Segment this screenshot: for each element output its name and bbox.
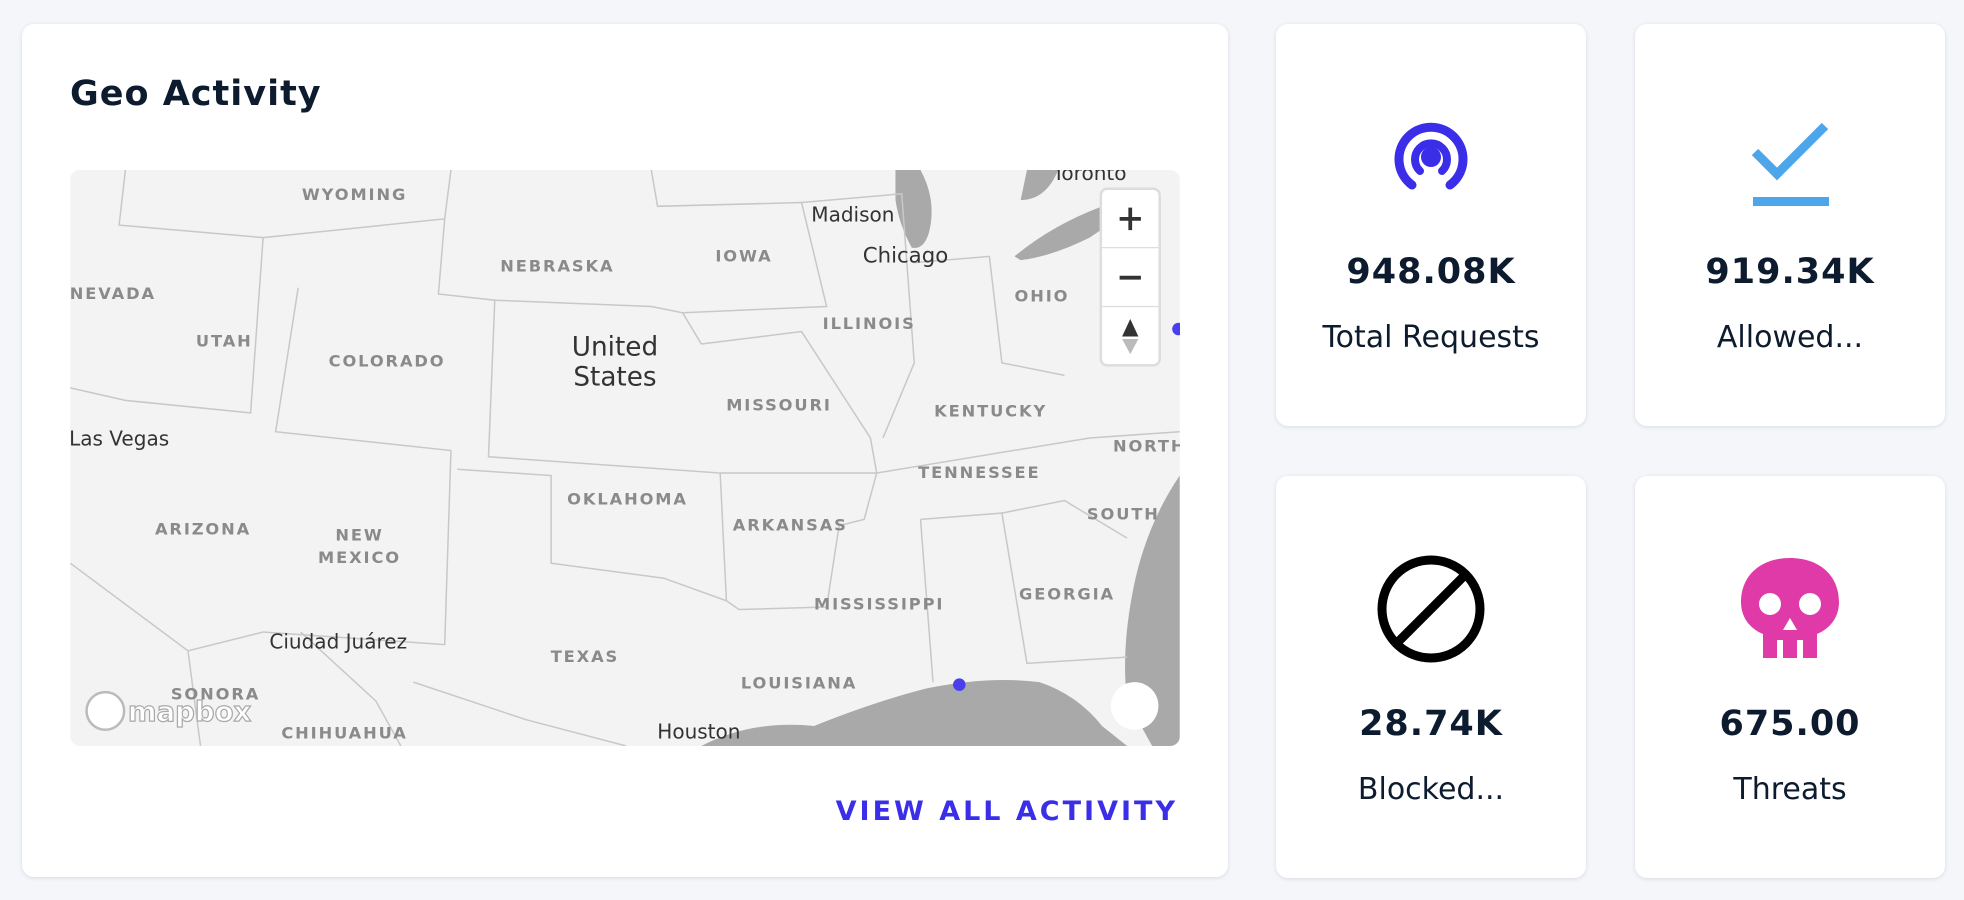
stat-value: 28.74K [1359, 704, 1503, 744]
map-label: United [572, 332, 658, 362]
map-label: SONORA [171, 685, 260, 704]
map-label: WYOMING [302, 185, 407, 204]
stat-value: 919.34K [1705, 252, 1875, 292]
map[interactable]: WYOMING NEBRASKA IOWA Madison Chicago To… [70, 170, 1180, 746]
stat-card: 675.00 Threats [1635, 476, 1945, 878]
map-land [70, 170, 1180, 746]
map-label: NORTH [1113, 437, 1180, 456]
map-label: ARIZONA [155, 519, 251, 538]
map-label: MEXICO [318, 548, 401, 567]
map-label: OHIO [1015, 286, 1070, 305]
mapbox-logo: mapbox [128, 696, 252, 728]
map-label: UTAH [196, 332, 253, 351]
stat-label: Threats [1733, 772, 1847, 807]
card-title: Geo Activity [70, 74, 322, 114]
map-canvas: WYOMING NEBRASKA IOWA Madison Chicago To… [70, 170, 1180, 746]
map-label: COLORADO [329, 352, 446, 371]
lake-erie [1014, 206, 1128, 261]
activity-dot[interactable] [953, 678, 966, 691]
stat-card: 948.08K Total Requests [1276, 24, 1586, 426]
geo-card: Geo Activity WYOMING NEBRASKA [22, 24, 1228, 877]
gulf [701, 680, 1128, 746]
map-label: IOWA [715, 246, 772, 265]
skull-icon [1741, 558, 1839, 658]
map-label: MISSISSIPPI [814, 595, 944, 614]
map-label: Las Vegas [70, 426, 169, 450]
map-label: SOUTH [1087, 504, 1160, 523]
check-icon [1751, 122, 1829, 206]
map-label: Ciudad Juárez [269, 629, 407, 653]
map-label: CHIHUAHUA [281, 723, 407, 742]
activity-dot[interactable] [1172, 322, 1180, 336]
view-all-link[interactable]: VIEW ALL ACTIVITY [835, 796, 1178, 827]
map-label: ARKANSAS [733, 516, 848, 535]
map-label: ILLINOIS [823, 314, 916, 333]
lake-huron [1020, 170, 1059, 201]
atlantic [1125, 475, 1180, 746]
map-label: Madison [811, 202, 894, 226]
map-label-group: WYOMING NEBRASKA IOWA Madison Chicago To… [70, 170, 1180, 743]
map-label: NEW [335, 526, 383, 545]
broadcast-icon [1394, 122, 1468, 190]
map-label: OKLAHOMA [567, 489, 688, 508]
map-label: Houston [657, 719, 740, 743]
map-label: Chicago [863, 244, 948, 269]
map-label: KENTUCKY [934, 402, 1047, 421]
map-label: TEXAS [551, 647, 619, 666]
stat-card: 28.74K Blocked... [1276, 476, 1586, 878]
map-info-button[interactable] [1110, 682, 1159, 730]
zoom-controls [1099, 187, 1161, 367]
map-label: States [573, 362, 656, 392]
map-label: MISSOURI [726, 395, 832, 414]
map-label: NEBRASKA [500, 256, 614, 275]
map-label: LOUISIANA [741, 673, 857, 692]
borders [70, 170, 1180, 746]
map-label: TENNESSEE [918, 463, 1040, 482]
compass[interactable] [1122, 319, 1139, 337]
stat-label: Total Requests [1322, 320, 1540, 355]
map-label: NEVADA [70, 284, 156, 303]
block-icon [1377, 555, 1485, 663]
zoom-in[interactable] [1119, 207, 1141, 231]
attribution: mapbox [85, 690, 252, 731]
stat-label: Allowed... [1716, 320, 1864, 355]
map-label: GEORGIA [1019, 584, 1115, 603]
stat-label: Blocked... [1357, 772, 1505, 807]
map-label: Toronto [1052, 170, 1127, 185]
stat-value: 675.00 [1719, 704, 1861, 744]
stat-card: 919.34K Allowed... [1635, 24, 1945, 426]
stat-value: 948.08K [1346, 252, 1516, 292]
